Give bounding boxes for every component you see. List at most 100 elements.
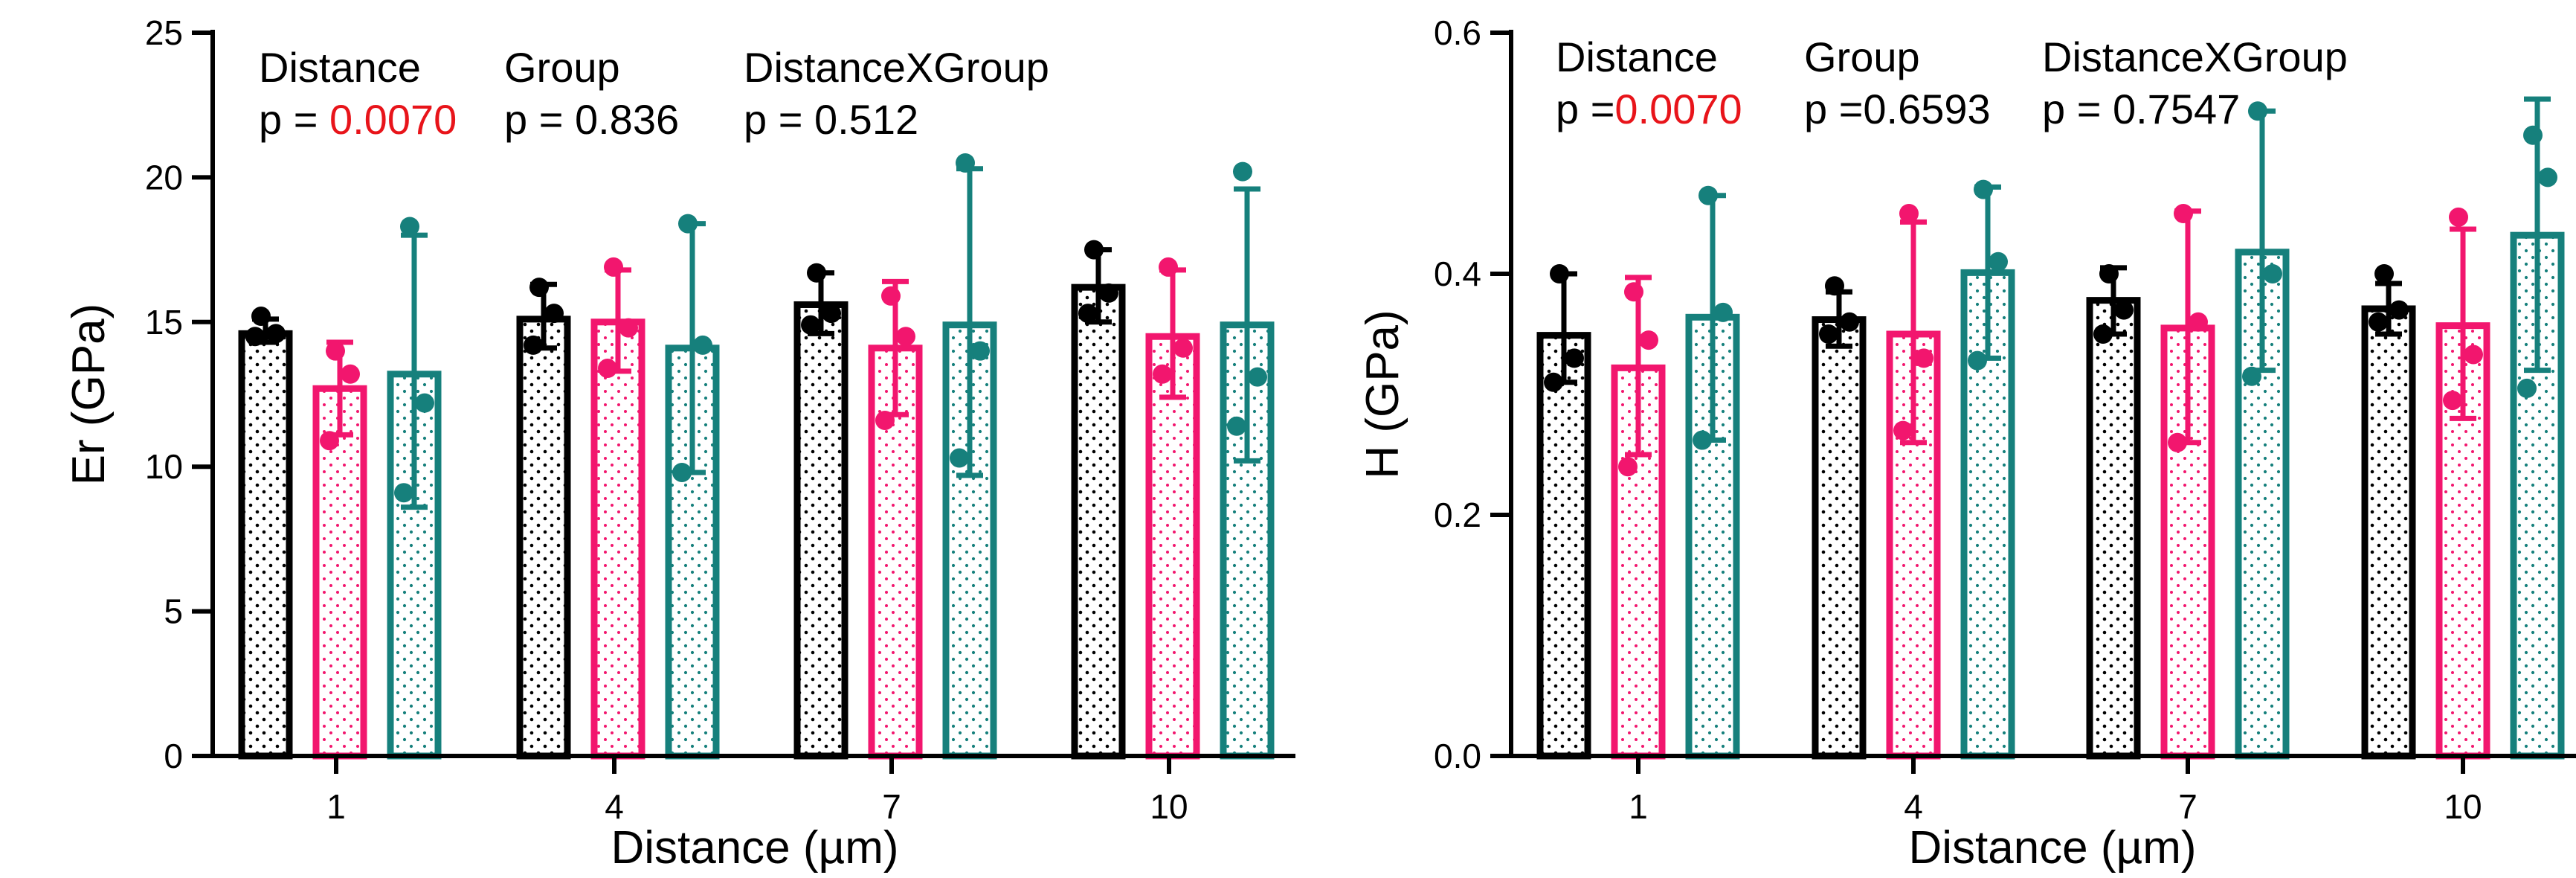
er-x-tick-label-10: 10 [1150, 787, 1188, 826]
h-bar-s1-4 [1812, 316, 1867, 760]
er-point-s1-10-2 [1099, 283, 1118, 303]
er-point-s1-1-1 [251, 307, 271, 327]
h-point-s3-1-2 [1713, 302, 1733, 322]
h-stat-label-group: Group [1804, 33, 1920, 80]
er-point-s1-1-2 [266, 324, 286, 344]
h-point-s2-10-1 [2449, 207, 2468, 227]
h-x-tick-label-10: 10 [2444, 787, 2482, 826]
er-y-tick-label-5: 25 [145, 13, 183, 52]
er-stat-label-interaction: DistanceXGroup [744, 44, 1049, 91]
er-plot-area: 0 5 10 15 20 25 1 4 7 10 [145, 13, 1295, 826]
h-point-s1-7-1 [2099, 264, 2119, 283]
h-stat-pvalue-group: 0.6593 [1863, 86, 1990, 132]
er-y-tick-label-2: 10 [145, 447, 183, 486]
h-point-s3-1-3 [1693, 430, 1712, 450]
h-point-s1-1-3 [1544, 372, 1563, 392]
h-y-tick-label-0: 0.0 [1434, 737, 1481, 775]
h-point-s2-10-2 [2464, 345, 2483, 365]
h-point-s1-4-1 [1825, 276, 1844, 296]
er-y-tick-label-4: 20 [145, 158, 183, 196]
h-point-s1-4-3 [1819, 324, 1838, 344]
h-chart-panel: 0.00.20.40.61 4 7 10 H (GPa) Distance (µm) … [1357, 13, 2576, 874]
er-point-s3-1-2 [415, 393, 434, 413]
er-point-s1-4-2 [544, 304, 564, 324]
er-point-s1-4-1 [529, 278, 549, 298]
h-point-s1-4-2 [1840, 312, 1859, 332]
er-stats-annotation: Distance p = 0.0070 Group p = 0.836 Dist… [259, 44, 1049, 143]
h-stat-p-distance: p =0.0070 [1556, 86, 1742, 132]
h-x-tick-label-7: 7 [2178, 787, 2197, 826]
er-bar-s1-1 [238, 330, 293, 760]
er-point-s2-1-1 [326, 341, 345, 361]
h-stat-p-interaction: p = 0.7547 [2042, 86, 2240, 132]
h-point-s2-1-1 [1624, 282, 1643, 302]
er-point-s3-4-3 [672, 462, 692, 482]
h-point-s2-4-1 [1899, 204, 1919, 223]
er-stat-pvalue-group: 0.836 [575, 96, 679, 143]
h-point-s2-7-1 [2174, 204, 2193, 223]
er-x-tick-label-4: 4 [605, 787, 624, 826]
er-x-tick-label-1: 1 [326, 787, 346, 826]
h-point-s2-4-3 [1893, 420, 1913, 440]
er-point-s3-7-1 [956, 153, 975, 173]
h-stat-pvalue-distance: 0.0070 [1614, 86, 1742, 132]
h-point-s2-7-2 [2189, 312, 2208, 332]
er-point-s3-7-3 [950, 448, 969, 468]
h-stat-pvalue-interaction: 0.7547 [2113, 86, 2240, 132]
h-stats-annotation: Distance p =0.0070 Group p =0.6593 Dista… [1556, 33, 2348, 132]
er-point-s3-1-1 [400, 217, 419, 237]
er-point-s3-10-2 [1248, 367, 1267, 387]
h-point-s2-7-3 [2168, 432, 2187, 452]
h-point-s3-7-2 [2263, 264, 2282, 283]
h-y-tick-label-1: 0.2 [1434, 496, 1481, 534]
h-bar-s1-10 [2361, 305, 2416, 760]
er-point-s3-4-2 [693, 335, 712, 355]
er-point-s3-4-1 [678, 214, 698, 234]
er-stat-pvalue-interaction: 0.512 [814, 96, 918, 143]
er-stat-label-distance: Distance [259, 44, 421, 91]
h-point-s3-10-3 [2517, 378, 2537, 398]
h-point-s1-10-2 [2389, 300, 2409, 320]
h-bar-s1-7 [2086, 297, 2141, 760]
h-point-s2-4-2 [1914, 348, 1933, 368]
h-point-s3-4-1 [1974, 179, 1993, 199]
er-point-s1-10-1 [1084, 240, 1104, 260]
er-y-tick-label-0: 0 [164, 737, 183, 775]
er-x-axis-title: Distance (µm) [611, 822, 898, 874]
er-stat-p-group: p = 0.836 [504, 96, 679, 143]
er-point-s1-7-1 [807, 263, 826, 283]
h-y-axis-title: H (GPa) [1357, 310, 1408, 478]
h-point-s3-4-3 [1968, 350, 1987, 371]
h-y-tick-label-3: 0.6 [1434, 13, 1481, 52]
er-point-s3-1-3 [394, 483, 413, 503]
er-bar-s1-7 [793, 301, 849, 760]
er-point-s2-10-3 [1153, 364, 1172, 384]
er-point-s2-1-2 [341, 364, 360, 384]
h-point-s3-4-2 [1989, 251, 2008, 272]
er-point-s2-7-2 [896, 327, 915, 347]
er-y-axis-title: Er (GPa) [63, 304, 115, 486]
er-point-s1-4-3 [524, 335, 543, 355]
er-point-s1-7-3 [801, 315, 820, 335]
h-x-tick-label-4: 4 [1904, 787, 1923, 826]
h-point-s1-7-2 [2114, 300, 2134, 320]
h-point-s1-10-3 [2369, 312, 2388, 332]
h-point-s3-10-1 [2523, 125, 2543, 145]
h-point-s1-1-2 [1565, 348, 1584, 368]
h-stat-label-distance: Distance [1556, 33, 1718, 80]
er-x-tick-label-7: 7 [882, 787, 901, 826]
h-point-s1-1-1 [1550, 264, 1569, 283]
h-point-s2-1-2 [1639, 330, 1658, 350]
er-point-s3-7-2 [970, 341, 990, 361]
er-bar-s2-4 [590, 318, 645, 760]
er-point-s1-10-3 [1078, 304, 1098, 324]
h-point-s2-10-3 [2443, 391, 2462, 411]
h-point-s3-10-2 [2538, 167, 2557, 188]
h-stat-label-interaction: DistanceXGroup [2042, 33, 2348, 80]
er-stat-p-distance: p = 0.0070 [259, 96, 457, 143]
er-point-s1-1-3 [245, 327, 265, 347]
h-x-tick-label-1: 1 [1629, 787, 1648, 826]
er-point-s3-10-1 [1233, 161, 1252, 182]
h-point-s1-10-1 [2374, 264, 2394, 283]
